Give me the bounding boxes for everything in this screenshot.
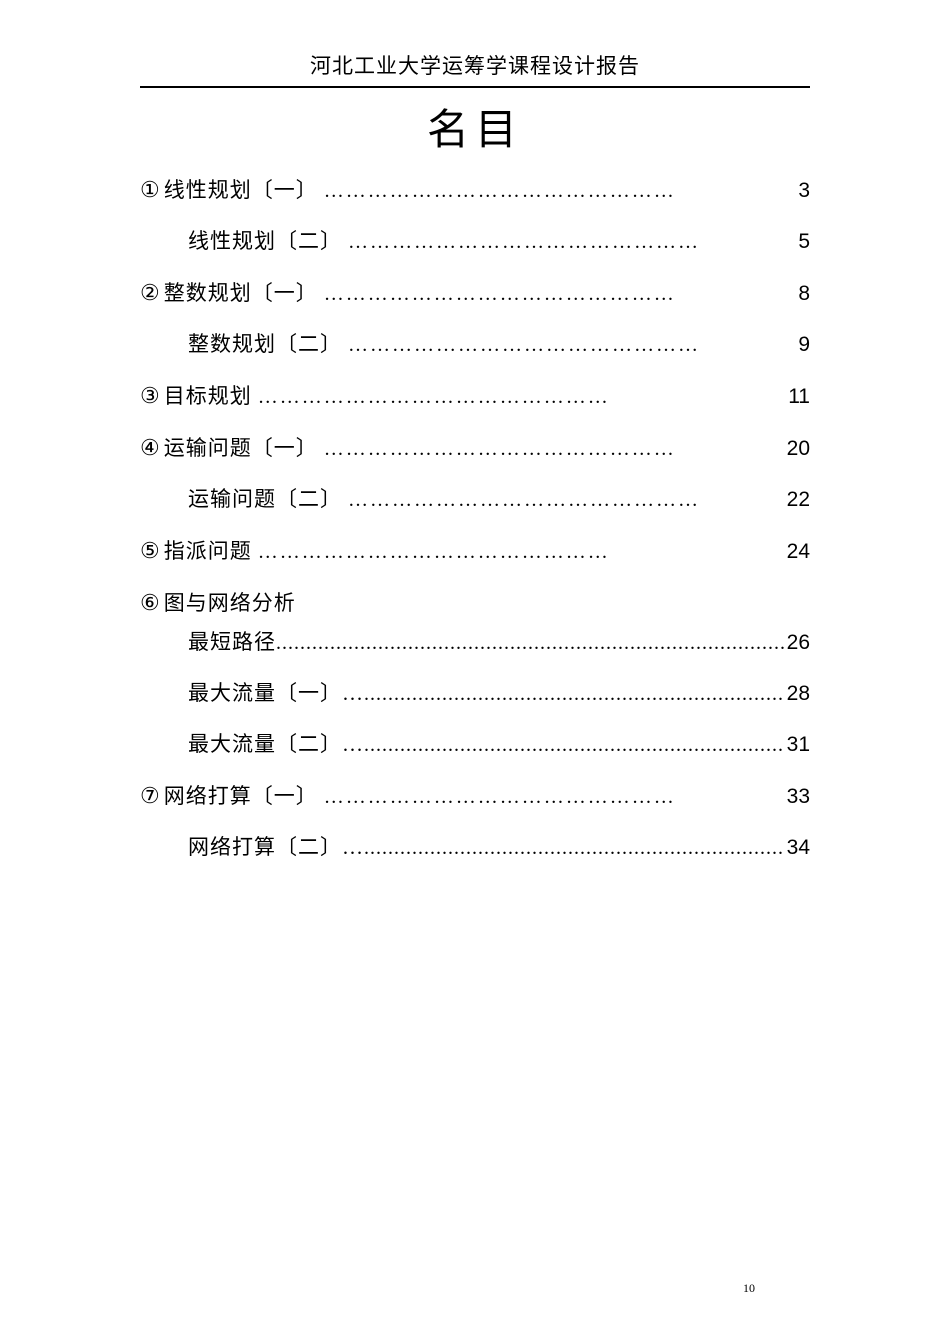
toc-marker: ②: [140, 282, 160, 304]
toc-label: 最大流量〔二〕…: [188, 734, 364, 755]
toc-label: 整数规划〔一〕: [164, 283, 318, 304]
toc-entry: ②整数规划〔一〕 ………………………………………… 8: [140, 282, 810, 304]
document-page: 河北工业大学运筹学课程设计报告 名目 ①线性规划〔一〕 ……………………………………: [0, 0, 950, 1344]
toc-entry: ⑤指派问题 ………………………………………… 24: [140, 540, 810, 562]
toc-page: 34: [787, 837, 810, 858]
toc-marker: ①: [140, 179, 160, 201]
toc-page: 8: [782, 283, 810, 304]
toc-marker: ⑤: [140, 540, 160, 562]
toc-leader: ........................................…: [276, 633, 785, 653]
toc-entry: ④运输问题〔一〕 ………………………………………… 20: [140, 437, 810, 459]
toc-page: 11: [782, 386, 810, 407]
toc-label: 运输问题〔一〕: [164, 438, 318, 459]
toc-leader: …………………………………………: [348, 232, 776, 252]
toc-entry: 最短路径....................................…: [140, 632, 810, 653]
toc-marker: ③: [140, 385, 160, 407]
toc-page: 20: [782, 438, 810, 459]
toc-entry: 线性规划〔二〕 ………………………………………… 5: [140, 231, 810, 252]
toc-label: 最大流量〔一〕…: [188, 683, 364, 704]
toc-marker: ⑥: [140, 592, 160, 614]
toc-marker: ⑦: [140, 785, 160, 807]
toc-leader: ........................................…: [364, 684, 785, 704]
toc-entry: 运输问题〔二〕 ………………………………………… 22: [140, 489, 810, 510]
toc-leader: ........................................…: [364, 838, 785, 858]
toc-label: 运输问题〔二〕: [188, 489, 342, 510]
toc-leader: ........................................…: [364, 735, 785, 755]
toc-leader: …………………………………………: [324, 181, 776, 201]
toc-page: 24: [782, 541, 810, 562]
toc-leader: …………………………………………: [324, 787, 776, 807]
toc-page: 9: [782, 334, 810, 355]
toc-label: 图与网络分析: [164, 593, 296, 614]
toc-entry: 整数规划〔二〕 ………………………………………… 9: [140, 334, 810, 355]
toc-entry: ①线性规划〔一〕 ………………………………………… 3: [140, 179, 810, 201]
toc-page: 28: [787, 683, 810, 704]
toc-leader: …………………………………………: [258, 542, 776, 562]
toc-page: 22: [782, 489, 810, 510]
header-rule: [140, 86, 810, 88]
table-of-contents: ①线性规划〔一〕 ………………………………………… 3 线性规划〔二〕 ………………………: [140, 179, 810, 858]
toc-leader: …………………………………………: [324, 284, 776, 304]
toc-entry: 最大流量〔一〕…................................…: [140, 683, 810, 704]
toc-leader: …………………………………………: [324, 439, 776, 459]
toc-page: 3: [782, 180, 810, 201]
toc-page: 33: [782, 786, 810, 807]
toc-label: 线性规划〔一〕: [164, 180, 318, 201]
toc-entry: ⑦网络打算〔一〕 ………………………………………… 33: [140, 785, 810, 807]
toc-leader: …………………………………………: [258, 387, 776, 407]
toc-entry: ⑥图与网络分析: [140, 592, 810, 614]
toc-leader: …………………………………………: [348, 335, 776, 355]
toc-page: 31: [787, 734, 810, 755]
page-title: 名目: [140, 96, 810, 157]
page-number: 10: [743, 1281, 755, 1296]
toc-label: 目标规划: [164, 386, 252, 407]
toc-entry: 最大流量〔二〕…................................…: [140, 734, 810, 755]
toc-marker: ④: [140, 437, 160, 459]
toc-entry: 网络打算〔二〕…................................…: [140, 837, 810, 858]
toc-leader: …………………………………………: [348, 490, 776, 510]
toc-entry: ③目标规划 ………………………………………… 11: [140, 385, 810, 407]
running-header: 河北工业大学运筹学课程设计报告: [140, 50, 810, 80]
toc-label: 网络打算〔一〕: [164, 786, 318, 807]
toc-label: 网络打算〔二〕…: [188, 837, 364, 858]
toc-page: 5: [782, 231, 810, 252]
toc-label: 线性规划〔二〕: [188, 231, 342, 252]
toc-label: 最短路径: [188, 632, 276, 653]
toc-label: 整数规划〔二〕: [188, 334, 342, 355]
toc-label: 指派问题: [164, 541, 252, 562]
toc-page: 26: [787, 632, 810, 653]
